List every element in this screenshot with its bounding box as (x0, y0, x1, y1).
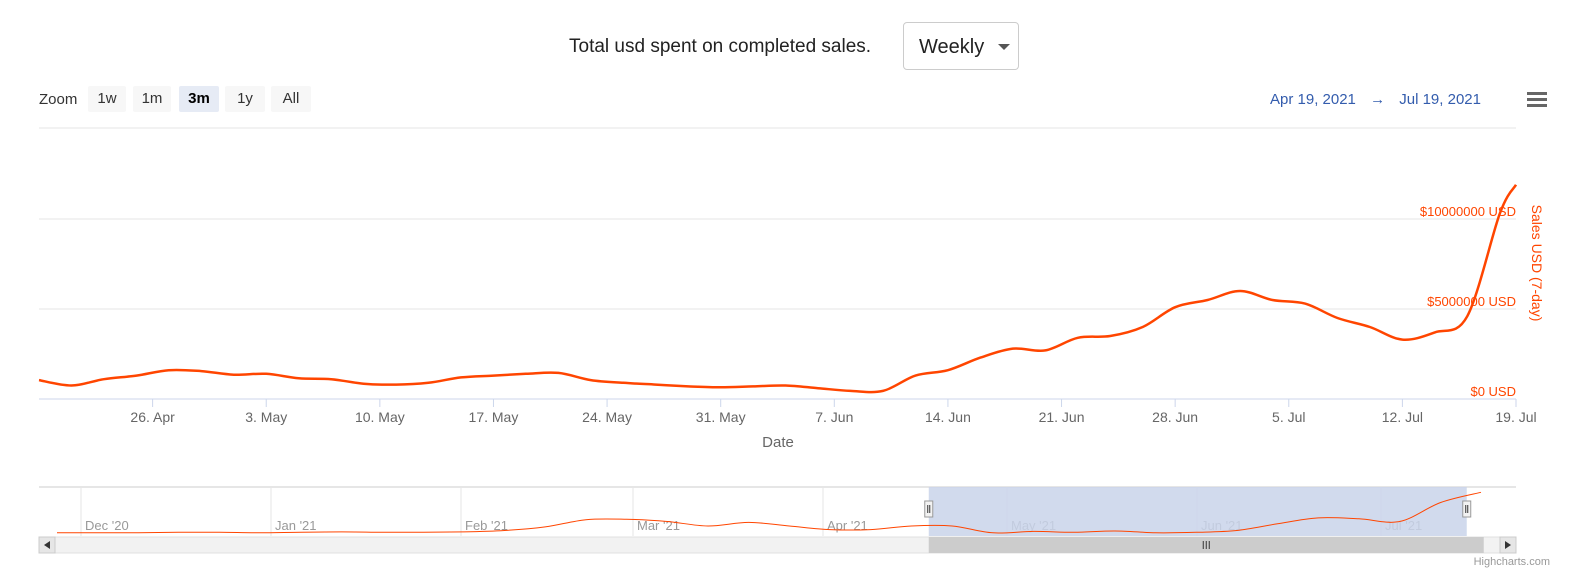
x-tick-label: 3. May (245, 409, 287, 425)
period-select-value: Weekly (919, 36, 985, 58)
range-to[interactable]: Jul 19, 2021 (1399, 91, 1481, 108)
navigator-series-line (57, 491, 1482, 534)
chart-title: Total usd spent on completed sales. (569, 36, 872, 57)
x-tick-label: 28. Jun (1152, 409, 1198, 425)
navigator-label: Apr '21 (827, 518, 868, 533)
x-tick-label: 31. May (696, 409, 746, 425)
x-tick-label: 10. May (355, 409, 405, 425)
range-from[interactable]: Apr 19, 2021 (1270, 91, 1356, 108)
period-select[interactable]: Weekly (903, 22, 1019, 70)
arrow-left-icon (44, 541, 50, 549)
navigator-label: Feb '21 (465, 518, 508, 533)
x-tick-label: 5. Jul (1272, 409, 1305, 425)
handle-body (924, 500, 934, 518)
navigator-label: Dec '20 (85, 518, 129, 533)
zoom-button-1w[interactable]: 1w (88, 86, 126, 112)
x-tick-label: 24. May (582, 409, 632, 425)
zoom-button-1y[interactable]: 1y (225, 86, 265, 112)
navigator-selection (928, 487, 1467, 536)
chevron-down-icon (998, 44, 1010, 50)
y-axis-title: Sales USD (7-day) (1529, 205, 1545, 322)
x-tick-label: 19. Jul (1495, 409, 1536, 425)
series-line-sales (38, 184, 1518, 394)
y-tick-label: $10000000 USD (1420, 204, 1516, 219)
x-tick-label: 17. May (469, 409, 519, 425)
arrow-right-icon: → (1370, 91, 1386, 108)
x-tick-label: 12. Jul (1382, 409, 1423, 425)
handle-body (1462, 500, 1472, 518)
y-tick-label: $5000000 USD (1427, 294, 1516, 309)
zoom-button-3m[interactable]: 3m (179, 86, 219, 112)
x-tick-label: 26. Apr (130, 409, 175, 425)
x-tick-label: 14. Jun (925, 409, 971, 425)
navigator-handle-right[interactable] (1462, 500, 1472, 518)
navigator-label: Jan '21 (275, 518, 317, 533)
zoom-button-1m[interactable]: 1m (133, 86, 171, 112)
x-axis-title: Date (762, 434, 794, 451)
hamburger-menu-icon[interactable] (1527, 92, 1547, 108)
date-range: Apr 19, 2021 → Jul 19, 2021 (1270, 91, 1491, 108)
x-tick-label: 21. Jun (1039, 409, 1085, 425)
navigator-handle-left[interactable] (924, 500, 934, 518)
zoom-label: Zoom (39, 91, 78, 108)
x-tick-label: 7. Jun (815, 409, 853, 425)
credits-link[interactable]: Highcharts.com (1473, 556, 1550, 568)
arrow-right-icon (1505, 541, 1511, 549)
y-tick-label: $0 USD (1470, 384, 1516, 399)
zoom-button-all[interactable]: All (271, 86, 311, 112)
